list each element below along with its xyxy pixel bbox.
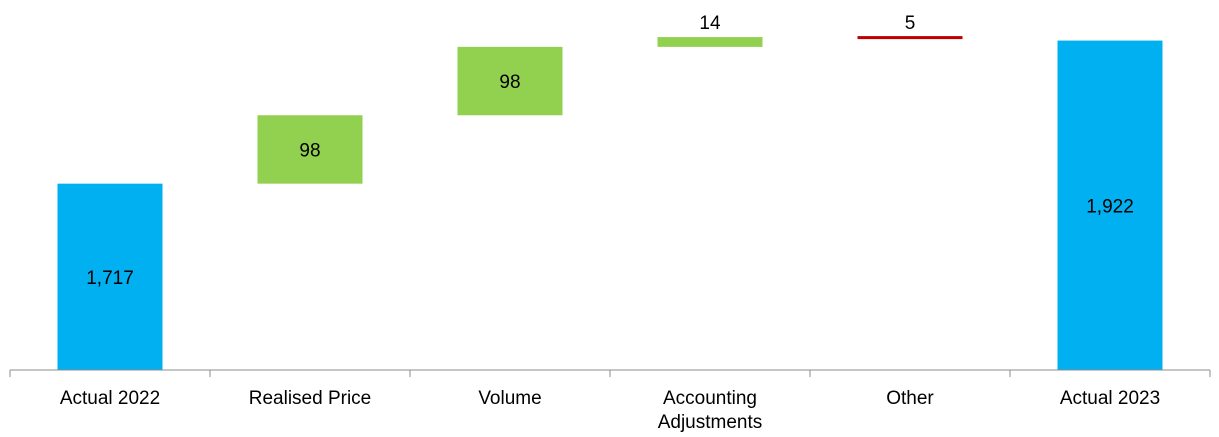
bar-3 [657, 37, 763, 47]
value-label-3: 14 [699, 13, 721, 34]
category-label-1: Realised Price [249, 388, 372, 409]
value-labels-layer: 1,717 98 98 14 5 1,922 [86, 13, 1134, 289]
bar-0 [57, 183, 163, 370]
bar-1 [257, 115, 363, 184]
bar-2 [457, 46, 563, 116]
value-label-2: 98 [499, 72, 520, 93]
category-labels-layer: Actual 2022 Realised Price Volume Accountin… [60, 388, 1160, 433]
category-label-2: Volume [478, 388, 541, 409]
category-label-4: Other [886, 388, 934, 409]
value-label-1: 98 [299, 140, 320, 161]
value-label-0: 1,717 [86, 268, 134, 289]
category-label-5: Actual 2023 [1060, 388, 1160, 409]
category-label-3: Accounting Adjustments [658, 388, 763, 433]
value-label-5: 1,922 [1086, 196, 1134, 217]
x-axis-ticks [9, 370, 1211, 377]
value-label-4: 5 [905, 13, 916, 34]
bar-4 [857, 36, 963, 40]
bar-5 [1057, 40, 1163, 370]
category-label-0: Actual 2022 [60, 388, 160, 409]
bars-layer [57, 36, 1163, 370]
